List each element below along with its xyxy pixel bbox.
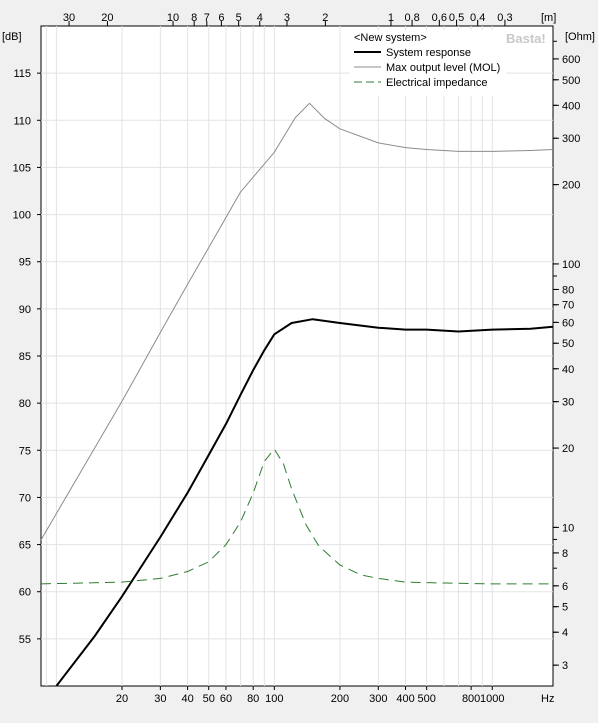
x-tick-label: 200 [331,693,349,705]
y-tick-label: 110 [13,115,31,127]
x-tick-label: 500 [417,693,435,705]
top-tick-label: 8 [191,12,197,24]
x-tick-label: 80 [247,693,259,705]
axes: 20 30 40 50 60 80 100 200 300 400 500 800 1000556065… [13,12,581,705]
y-tick-label: 105 [13,162,31,174]
x-tick-label: 50 [203,693,215,705]
legend-label-system-response: System response [386,47,471,59]
right-unit-label: [Ohm] [565,31,595,43]
y2-tick-label: 200 [562,180,580,192]
y2-tick-label: 600 [562,54,580,66]
legend-label-mol: Max output level (MOL) [386,62,500,74]
top-tick-label: 3 [284,12,290,24]
y-tick-label: 115 [13,68,31,80]
series-line-1 [40,102,554,541]
y2-tick-label: 60 [562,317,574,329]
x-tick-label: 100 [265,693,283,705]
top-unit-label: [m] [541,12,556,24]
top-tick-label: 1 [388,12,394,24]
x-tick-label: 1000 [480,693,504,705]
watermark: Basta! [506,31,546,46]
x-tick-label: 20 [116,693,128,705]
grid [41,26,553,686]
series-line-2 [40,448,553,585]
left-unit-label: [dB] [2,31,22,43]
series-layer [40,102,554,687]
y2-tick-label: 6 [562,581,568,593]
top-tick-label: 10 [167,12,179,24]
x-tick-label: 60 [220,693,232,705]
y2-tick-label: 8 [562,548,568,560]
top-tick-label: 5 [236,12,242,24]
top-tick-label: 4 [257,12,263,24]
y-tick-label: 60 [19,587,31,599]
y2-tick-label: 10 [562,522,574,534]
y-tick-label: 85 [19,351,31,363]
x-tick-label: 40 [181,693,193,705]
y2-tick-label: 40 [562,364,574,376]
y-tick-label: 80 [19,398,31,410]
top-tick-label: 0,5 [449,12,464,24]
x-unit-label: Hz [541,693,554,705]
y-tick-label: 95 [19,257,31,269]
x-tick-label: 300 [369,693,387,705]
y2-tick-label: 300 [562,133,580,145]
y2-tick-label: 4 [562,627,568,639]
legend-title: <New system> [354,32,427,44]
y2-tick-label: 30 [562,397,574,409]
y2-tick-label: 80 [562,284,574,296]
y-tick-label: 65 [19,540,31,552]
y2-tick-label: 100 [562,259,580,271]
top-tick-label: 6 [218,12,224,24]
top-tick-label: 30 [63,12,75,24]
top-tick-label: 2 [322,12,328,24]
top-tick-label: 0,4 [470,12,485,24]
y2-tick-label: 70 [562,300,574,312]
y2-tick-label: 3 [562,660,568,672]
x-tick-label: 30 [154,693,166,705]
legend: <New system> System response Max output … [350,30,506,96]
y2-tick-label: 5 [562,602,568,614]
y-tick-label: 55 [19,634,31,646]
y2-tick-label: 500 [562,75,580,87]
legend-label-impedance: Electrical impedance [386,77,488,89]
top-tick-label: 20 [101,12,113,24]
x-tick-label: 400 [396,693,414,705]
y-tick-label: 70 [19,492,31,504]
series-line-0 [55,318,554,687]
top-tick-label: 0,6 [432,12,447,24]
y2-tick-label: 20 [562,443,574,455]
top-tick-label: 0,8 [404,12,419,24]
y-tick-label: 100 [13,210,31,222]
y-tick-label: 75 [19,445,31,457]
top-tick-label: 7 [204,12,210,24]
top-tick-label: 0,3 [497,12,512,24]
y2-tick-label: 50 [562,338,574,350]
x-tick-label: 800 [462,693,480,705]
y-tick-label: 90 [19,304,31,316]
y2-tick-label: 400 [562,100,580,112]
